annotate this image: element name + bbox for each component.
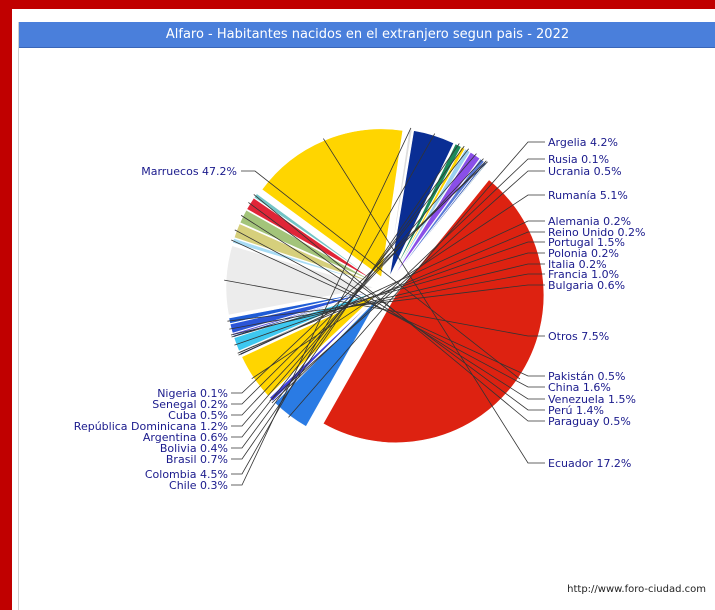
slice-label-italia: Italia 0.2% — [548, 258, 607, 271]
slice-label-polonia: Polonia 0.2% — [548, 247, 619, 260]
slice-label-senegal: Senegal 0.2% — [152, 398, 228, 411]
leader-line-brasil — [231, 143, 460, 460]
slice-label-francia: Francia 1.0% — [548, 268, 619, 281]
slice-label-venezuela: Venezuela 1.5% — [548, 393, 636, 406]
leader-line-argentina — [231, 148, 470, 438]
leader-line-chile — [231, 127, 412, 486]
slice-label-cuba: Cuba 0.5% — [168, 409, 228, 422]
slice-label-argentina: Argentina 0.6% — [143, 431, 228, 444]
leader-line-pakistan — [231, 239, 545, 377]
leader-line-china — [234, 229, 545, 388]
slice-label-argelia: Argelia 4.2% — [548, 136, 618, 149]
slice-label-ucrania: Ucrania 0.5% — [548, 165, 622, 178]
slice-label-colombia: Colombia 4.5% — [145, 468, 228, 481]
slice-label-ecuador: Ecuador 17.2% — [548, 457, 631, 470]
leader-line-republica-dominicana — [231, 153, 477, 427]
leader-line-venezuela — [240, 215, 545, 400]
chart-title-bar: Alfaro - Habitantes nacidos en el extran… — [19, 22, 715, 48]
leader-line-colombia — [231, 133, 436, 475]
slice-label-bolivia: Bolivia 0.4% — [160, 442, 228, 455]
leader-line-rumania — [251, 194, 545, 379]
leader-line-bulgaria — [227, 284, 545, 322]
slice-label-marruecos: Marruecos 47.2% — [141, 165, 237, 178]
slice-label-republica-dominicana: República Dominicana 1.2% — [74, 420, 228, 433]
slice-label-chile: Chile 0.3% — [169, 479, 228, 492]
leader-line-senegal — [231, 160, 487, 405]
leader-line-reino-unido — [237, 231, 545, 354]
slice-label-rumania: Rumanía 5.1% — [548, 189, 628, 202]
slice-label-otros: Otros 7.5% — [548, 330, 609, 343]
leader-line-bolivia — [231, 145, 465, 449]
leader-line-nigeria — [231, 161, 488, 394]
slice-label-paraguay: Paraguay 0.5% — [548, 415, 631, 428]
slice-label-rusia: Rusia 0.1% — [548, 153, 609, 166]
source-credit: http://www.foro-ciudad.com — [567, 584, 706, 595]
slice-label-peru: Perú 1.4% — [548, 404, 604, 417]
slice-label-bulgaria: Bulgaria 0.6% — [548, 279, 625, 292]
leader-line-peru — [248, 202, 545, 411]
slice-label-reino-unido: Reino Unido 0.2% — [548, 226, 645, 239]
chart-title: Alfaro - Habitantes nacidos en el extran… — [165, 27, 570, 42]
leader-line-argelia — [288, 141, 545, 418]
slice-label-alemania: Alemania 0.2% — [548, 215, 631, 228]
slice-label-portugal: Portugal 1.5% — [548, 236, 625, 249]
leader-line-rusia — [271, 158, 545, 404]
slice-label-pakistan: Pakistán 0.5% — [548, 370, 626, 383]
leader-line-otros — [224, 279, 545, 337]
leader-line-italia — [230, 263, 545, 336]
leader-line-paraguay — [253, 194, 545, 422]
slice-label-china: China 1.6% — [548, 381, 611, 394]
leader-line-ucrania — [269, 170, 545, 402]
slice-label-nigeria: Nigeria 0.1% — [157, 387, 228, 400]
pie-slice-chile — [387, 129, 413, 277]
slice-label-brasil: Brasil 0.7% — [166, 453, 228, 466]
